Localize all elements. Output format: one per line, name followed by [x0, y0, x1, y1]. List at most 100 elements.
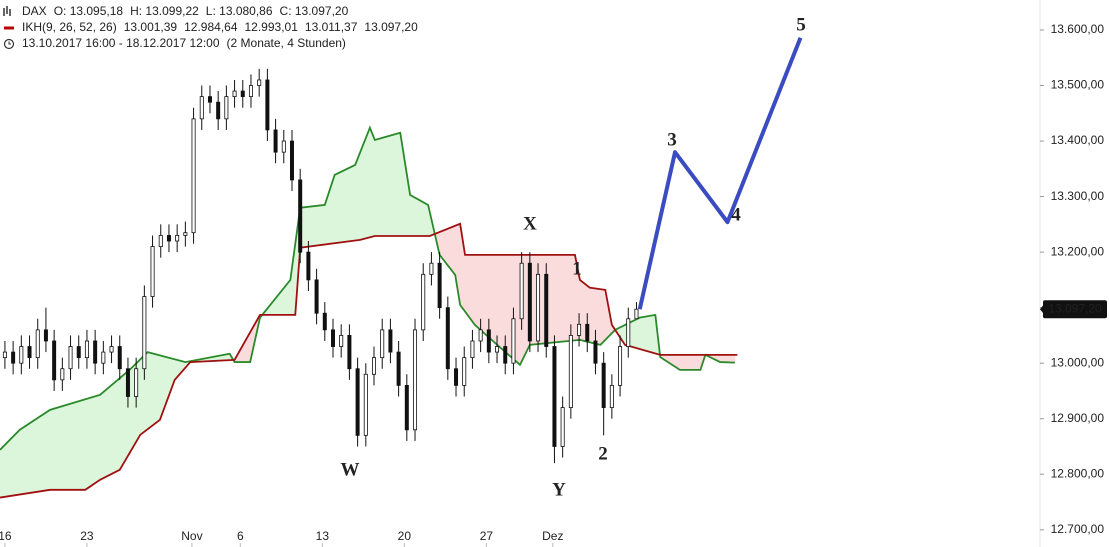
cloud-fill — [47, 410, 50, 491]
cloud-fill — [14, 433, 17, 496]
candle-body — [191, 118, 196, 234]
candle-body — [585, 323, 590, 342]
cloud-fill — [227, 353, 231, 361]
cloud-fill — [494, 254, 497, 344]
cloud-fill — [77, 400, 81, 490]
cloud-fill — [670, 354, 673, 366]
cloud-fill — [313, 205, 317, 246]
cloud-fill — [151, 353, 155, 427]
candle-body — [527, 262, 532, 342]
candle-body — [117, 346, 122, 370]
cloud-fill — [422, 201, 425, 237]
cloud-fill — [617, 327, 620, 337]
cloud-fill — [94, 395, 97, 484]
cloud-fill — [504, 254, 507, 354]
cloud-fill — [596, 288, 600, 345]
candle-body — [216, 101, 221, 120]
candle-body — [503, 346, 508, 364]
cloud-fill — [367, 129, 370, 239]
y-tick-label: 13.300,00 — [1051, 189, 1105, 203]
cloud-fill — [28, 422, 32, 494]
wave-label: 1 — [572, 258, 582, 279]
cloud-fill — [84, 399, 87, 490]
cloud-fill — [686, 354, 690, 370]
candle-body — [322, 312, 327, 331]
cloud-fill — [65, 404, 69, 490]
cloud-fill — [469, 254, 473, 321]
cloud-fill — [285, 283, 288, 315]
cloud-fill — [75, 401, 79, 490]
cloud-fill — [110, 384, 114, 475]
cloud-fill — [116, 378, 120, 472]
clock-icon — [3, 38, 15, 50]
header-text: O: 13.095,18 — [54, 4, 124, 18]
candle-body — [68, 346, 73, 370]
cloud-fill — [123, 373, 126, 465]
cloud-fill — [71, 402, 75, 490]
candle-body — [298, 179, 303, 253]
candle-body — [330, 329, 335, 347]
cloud-fill — [280, 289, 284, 315]
cloud-fill — [645, 316, 649, 352]
cloud-fill — [604, 289, 608, 341]
cloud-fill — [141, 356, 144, 434]
cloud-fill — [688, 354, 692, 370]
cloud-fill — [684, 354, 688, 370]
x-tick-label: 20 — [398, 529, 412, 543]
cloud-fill — [4, 443, 7, 497]
cloud-fill — [447, 228, 450, 267]
cloud-fill — [551, 254, 555, 343]
cloud-fill — [467, 254, 470, 318]
cloud-fill — [732, 354, 735, 363]
cloud-fill — [282, 286, 286, 315]
cloud-fill — [342, 170, 345, 243]
projection-line — [637, 37, 803, 310]
cloud-fill — [67, 403, 71, 490]
cloud-fill — [120, 375, 124, 468]
cloud-fill — [635, 318, 639, 349]
candle-body — [2, 351, 7, 359]
cloud-fill — [500, 254, 503, 350]
cloud-fill — [401, 143, 405, 237]
cloud-fill — [418, 199, 421, 237]
cloud-fill — [221, 354, 224, 361]
candle-body — [19, 346, 24, 364]
cloud-fill — [377, 138, 380, 237]
cloud-fill — [174, 359, 177, 381]
cloud-fill — [576, 261, 579, 341]
clock-hands — [8, 41, 11, 45]
cloud-fill — [26, 423, 30, 494]
cloud-fill — [340, 171, 343, 243]
cloud-fill — [498, 254, 501, 348]
cloud-fill — [293, 243, 296, 315]
cloud-fill — [598, 288, 602, 345]
cloud-fill — [241, 343, 245, 363]
cloud-fill — [108, 385, 112, 476]
price-badge — [1043, 300, 1107, 319]
candle-body — [355, 368, 360, 436]
x-tick-label: 23 — [80, 529, 94, 543]
y-tick-label: 12.800,00 — [1051, 466, 1105, 480]
cloud-fill — [695, 354, 698, 370]
header-text: 13.10.2017 16:00 - 18.12.2017 12:00 — [22, 36, 220, 50]
cloud-fill — [96, 395, 99, 483]
candle-body — [142, 296, 147, 370]
cloud-fill — [166, 356, 169, 404]
candle-body — [281, 140, 286, 153]
cloud-fill — [647, 315, 651, 352]
cloud-fill — [6, 441, 9, 497]
cloud-fill — [682, 354, 686, 370]
cloud-fill — [524, 254, 528, 355]
cloud-fill — [565, 254, 569, 342]
candle-body — [11, 351, 16, 364]
candle-body — [273, 129, 278, 153]
header-text: IKH(9, 26, 52, 26) — [22, 20, 117, 34]
cloud-fill — [98, 394, 101, 481]
cloud-fill — [440, 230, 444, 260]
cloud-fill — [350, 166, 354, 242]
cloud-fill — [676, 354, 680, 370]
cloud-fill — [362, 140, 366, 240]
cloud-fill — [451, 226, 454, 273]
cloud-fill — [621, 325, 624, 343]
wave-label: Y — [552, 479, 566, 500]
